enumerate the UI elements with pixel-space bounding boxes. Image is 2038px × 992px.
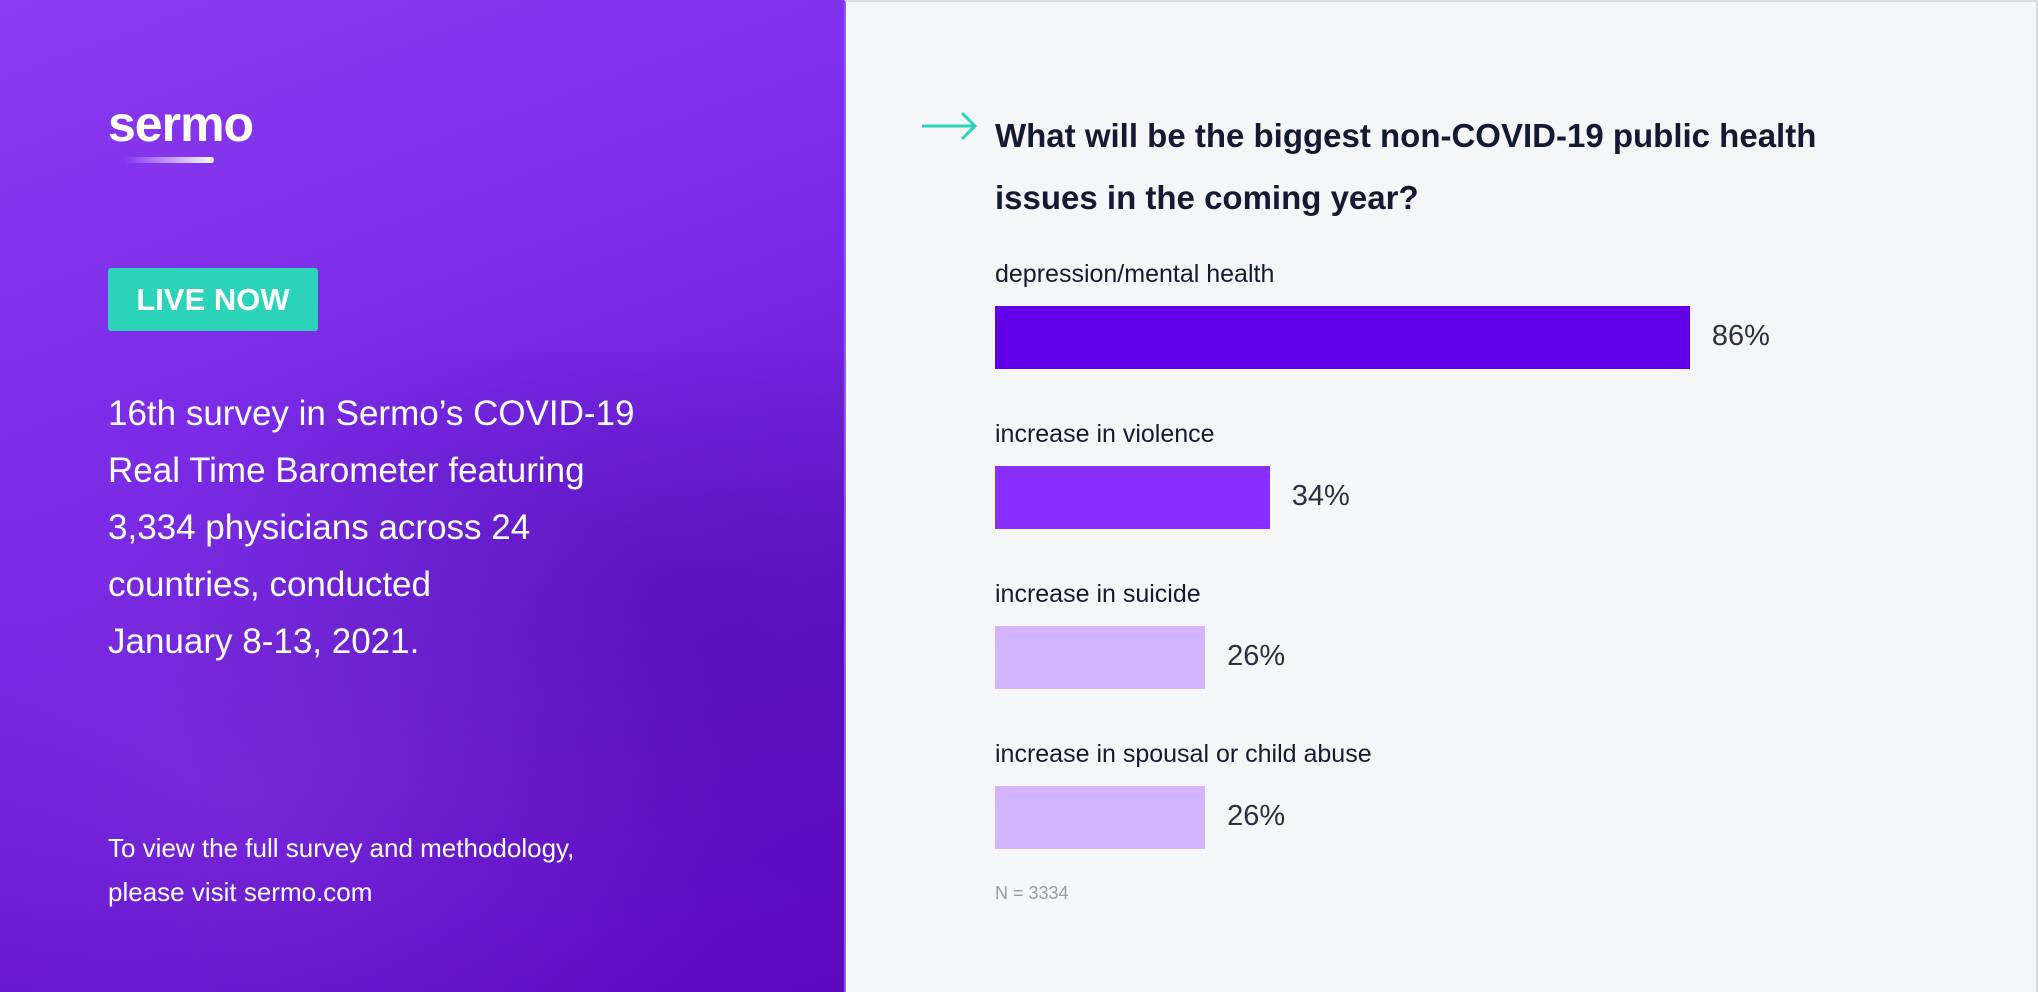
bar-value-label: 26% — [1227, 800, 1286, 832]
bar-value-label: 86% — [1711, 320, 1770, 352]
bar-label: increase in violence — [995, 420, 1215, 448]
survey-description: 16th survey in Sermo’s COVID-19 Real Tim… — [108, 385, 748, 670]
logo-underline — [124, 157, 214, 163]
bar — [995, 306, 1690, 369]
chart-panel — [844, 0, 2038, 992]
arrow-right-icon — [922, 111, 978, 141]
description-line: 16th survey in Sermo’s COVID-19 — [108, 394, 635, 433]
description-line: Real Time Barometer featuring — [108, 451, 585, 490]
bar-label: depression/mental health — [995, 260, 1275, 288]
description-line: 3,334 physicians across 24 — [108, 508, 531, 547]
bar-value-label: 34% — [1291, 480, 1350, 512]
bar — [995, 466, 1270, 529]
footer-note: To view the full survey and methodology,… — [108, 826, 574, 914]
chart-title: What will be the biggest non-COVID-19 pu… — [995, 117, 1817, 216]
logo-text: sermo — [108, 96, 254, 152]
footer-line: To view the full survey and methodology, — [108, 833, 575, 863]
crowd-background-image — [0, 352, 844, 992]
sermo-logo: sermo — [108, 95, 254, 163]
footer-line: please visit sermo.com — [108, 877, 373, 907]
sample-size-note: N = 3334 — [995, 883, 1069, 903]
description-line: January 8-13, 2021. — [108, 622, 420, 661]
info-panel: sermo LIVE NOW 16th survey in Sermo’s CO… — [0, 0, 844, 992]
bar-value-label: 26% — [1227, 640, 1286, 672]
bar-label: increase in spousal or child abuse — [995, 740, 1372, 768]
bar-label: increase in suicide — [995, 580, 1201, 608]
bar — [995, 626, 1206, 689]
bar — [995, 786, 1206, 849]
live-now-badge: LIVE NOW — [108, 268, 318, 331]
description-line: countries, conducted — [108, 565, 431, 604]
